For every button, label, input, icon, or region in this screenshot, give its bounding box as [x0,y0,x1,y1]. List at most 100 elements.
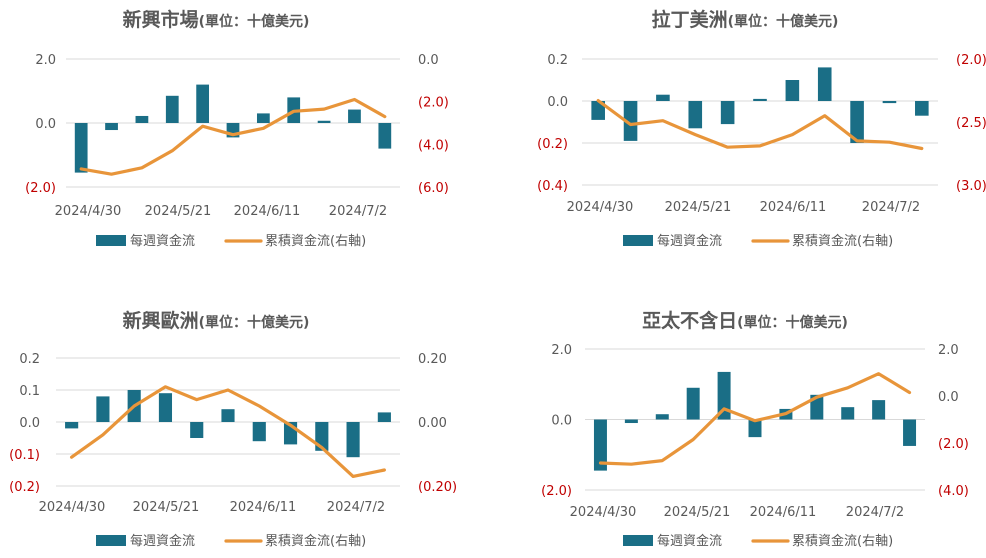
right-axis-tick-label: (2.5) [956,116,986,131]
left-axis-tick-label: 2.0 [35,53,56,68]
x-axis-tick-label: 2024/4/30 [567,200,634,215]
x-axis-tick-label: 2024/5/21 [133,500,200,515]
legend-bar-swatch [623,235,653,246]
chart-title-main: 拉丁美洲 [652,8,728,31]
right-axis-tick-label: (4.0) [938,484,969,499]
bar-weekly-flow [882,101,897,104]
chart-panel-3: 新興歐洲(單位：十億美元) 0.2 0.1 0.0 (0.1) (0.2) 0.20 0.00… [9,309,457,549]
left-axis-tick-label: 0.0 [19,416,40,431]
right-axis-tick-label: (6.0) [418,181,449,196]
x-axis-tick-label: 2024/5/21 [664,505,731,520]
right-axis-tick-label: 0.00 [418,416,447,431]
left-axis-tick-label: (0.2) [537,137,568,152]
bar-weekly-flow [686,387,700,420]
right-axis-tick-label: (2.0) [418,96,449,111]
left-axis-tick-label: (0.2) [9,480,40,495]
line-cumulative-flow [79,97,387,176]
x-axis-tick-label: 2024/7/2 [329,204,387,219]
right-axis-tick-label: (0.20) [418,480,457,495]
x-axis-tick-label: 2024/6/11 [230,500,297,515]
left-axis-tick-label: 0.0 [547,95,568,110]
right-axis-tick-label: (4.0) [418,138,449,153]
left-axis-tick-label: (0.4) [537,179,568,194]
bar-weekly-flow [785,80,800,101]
legend-line-label: 累積資金流(右軸) [265,533,366,549]
bar-weekly-flow [655,414,669,420]
x-axis-tick-label: 2024/7/2 [327,500,385,515]
chart-title: 拉丁美洲(單位：十億美元) [652,8,839,31]
x-axis-tick-label: 2024/6/11 [750,505,817,520]
bar-weekly-flow [872,400,886,420]
legend-bar-label: 每週資金流 [657,533,722,549]
chart-panel-4: 亞太不含日(單位：十億美元) 2.0 0.0 (2.0) 2.0 0.0 (2.0) (4.0… [541,309,969,549]
chart-panel-2: 拉丁美洲(單位：十億美元) 0.2 0.0 (0.2) (0.4) (2.0) (2.5) (… [537,8,986,249]
bar-weekly-flow [378,123,392,149]
x-axis-tick-label: 2024/6/11 [760,200,827,215]
right-axis-tick-label: (3.0) [956,179,986,194]
left-axis-tick-label: 2.0 [551,343,572,358]
bar-weekly-flow [105,123,118,131]
line-cumulative-flow [598,372,912,466]
legend-bar-swatch [96,535,126,546]
bar-weekly-flow [810,394,824,420]
right-axis-tick-label: 0.20 [418,352,447,367]
bar-weekly-flow [252,422,266,442]
chart-title-subtitle: (單位：十億美元) [737,314,848,331]
legend-bar-label: 每週資金流 [130,533,195,549]
bar-weekly-flow [903,419,917,446]
bar-weekly-flow [317,120,331,123]
bar-weekly-flow [190,422,204,438]
chart-title-subtitle: (單位：十億美元) [199,13,310,30]
right-axis-tick-label: 2.0 [938,343,959,358]
left-axis-tick-label: (2.0) [25,181,56,196]
legend-bar-swatch [96,235,126,246]
bar-weekly-flow [65,422,79,429]
right-axis-tick-label: 0.0 [418,53,439,68]
x-axis-tick-label: 2024/7/2 [862,200,920,215]
line-cumulative-flow [596,98,924,151]
chart-panel-1: 新興市場(單位：十億美元) 2.0 0.0 (2.0) 0.0 (2.0) (4.0) (6.… [25,8,449,249]
bar-weekly-flow [753,98,767,101]
bar-weekly-flow [96,396,110,422]
legend-line-label: 累積資金流(右軸) [792,533,893,549]
x-axis-tick-label: 2024/6/11 [234,204,301,219]
chart-title-subtitle: (單位：十億美元) [728,13,839,30]
legend-line-label: 累積資金流(右軸) [265,233,366,249]
bar-weekly-flow [841,407,855,420]
bar-weekly-flow [158,393,173,422]
left-axis-tick-label: (2.0) [541,484,572,499]
x-axis-tick-label: 2024/4/30 [39,500,106,515]
bar-weekly-flow [221,409,235,422]
chart-title: 新興歐洲(單位：十億美元) [123,309,310,332]
chart-title: 新興市場(單位：十億美元) [123,8,310,31]
bar-weekly-flow [135,115,149,123]
bar-weekly-flow [688,101,703,129]
left-axis-tick-label: 0.0 [551,414,572,429]
bar-weekly-flow [74,123,88,173]
bar-weekly-flow [346,422,360,458]
right-axis-tick-label: (2.0) [938,437,969,452]
left-axis-tick-label: 0.2 [547,53,568,68]
left-axis-tick-label: 0.2 [19,352,40,367]
chart-title: 亞太不含日(單位：十億美元) [642,309,848,332]
x-axis-tick-label: 2024/4/30 [55,204,122,219]
legend-bar-label: 每週資金流 [130,233,195,249]
bar-weekly-flow [748,419,762,438]
bar-weekly-flow [591,101,605,120]
chart-title-main: 新興市場 [123,8,199,31]
right-axis-tick-label: (2.0) [956,53,986,68]
bar-weekly-flow [717,371,731,420]
chart-title-main: 新興歐洲 [123,309,199,332]
bar-weekly-flow [720,101,735,125]
chart-title-main: 亞太不含日 [642,309,737,332]
bar-weekly-flow [850,101,864,143]
left-axis-tick-label: (0.1) [9,448,40,463]
bar-weekly-flow [593,419,607,471]
x-axis-tick-label: 2024/4/30 [570,505,637,520]
left-axis-tick-label: 0.1 [19,384,40,399]
bar-weekly-flow [348,109,361,123]
left-axis-tick-label: 0.0 [35,117,56,132]
bar-weekly-flow [656,94,670,101]
bar-weekly-flow [624,419,638,424]
